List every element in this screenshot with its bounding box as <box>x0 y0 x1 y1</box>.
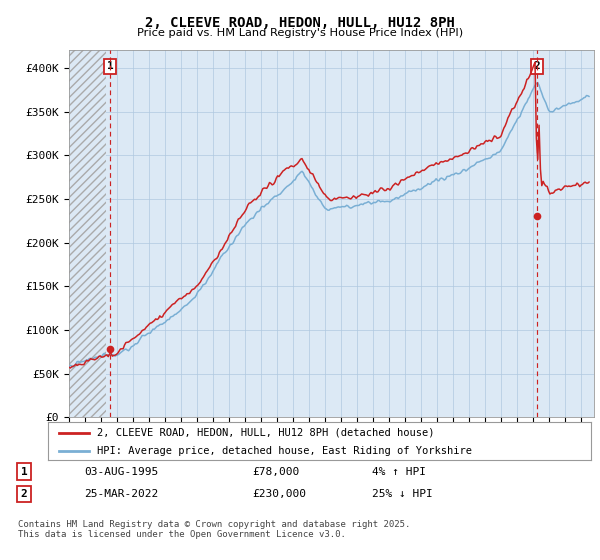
Text: 25% ↓ HPI: 25% ↓ HPI <box>372 489 433 499</box>
Text: HPI: Average price, detached house, East Riding of Yorkshire: HPI: Average price, detached house, East… <box>97 446 472 456</box>
Text: 2, CLEEVE ROAD, HEDON, HULL, HU12 8PH: 2, CLEEVE ROAD, HEDON, HULL, HU12 8PH <box>145 16 455 30</box>
Text: 1: 1 <box>20 466 28 477</box>
Text: 25-MAR-2022: 25-MAR-2022 <box>84 489 158 499</box>
Text: 1: 1 <box>107 62 113 72</box>
Text: £230,000: £230,000 <box>252 489 306 499</box>
Bar <box>69 50 106 417</box>
Text: Contains HM Land Registry data © Crown copyright and database right 2025.
This d: Contains HM Land Registry data © Crown c… <box>18 520 410 539</box>
Text: 4% ↑ HPI: 4% ↑ HPI <box>372 466 426 477</box>
Text: 2: 2 <box>533 62 540 72</box>
Text: 2: 2 <box>20 489 28 499</box>
Text: Price paid vs. HM Land Registry's House Price Index (HPI): Price paid vs. HM Land Registry's House … <box>137 28 463 38</box>
Text: £78,000: £78,000 <box>252 466 299 477</box>
Text: 2, CLEEVE ROAD, HEDON, HULL, HU12 8PH (detached house): 2, CLEEVE ROAD, HEDON, HULL, HU12 8PH (d… <box>97 428 434 438</box>
Text: 03-AUG-1995: 03-AUG-1995 <box>84 466 158 477</box>
